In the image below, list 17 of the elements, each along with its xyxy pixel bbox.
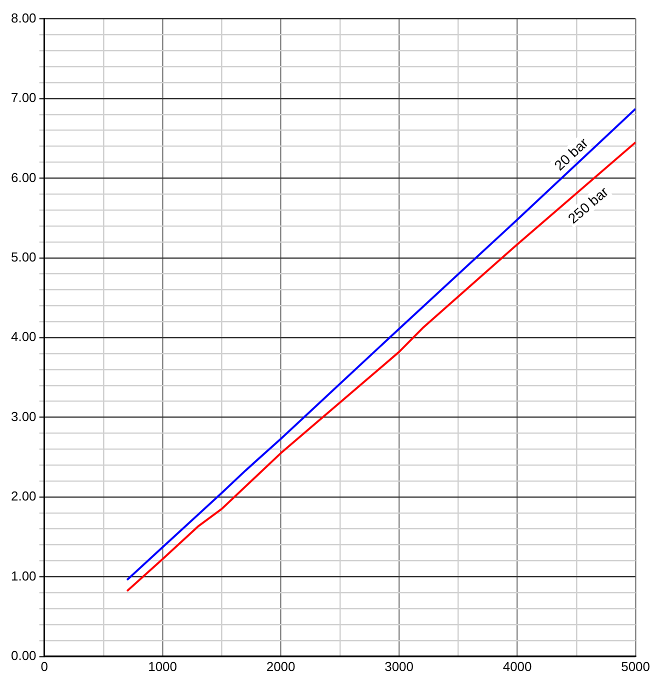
y-tick-label: 0.00 [10, 648, 36, 663]
x-tick-label: 0 [40, 658, 48, 674]
x-tick-label: 5000 [621, 658, 650, 674]
text: 20 bar [549, 133, 592, 175]
y-tick-label: 4.00 [10, 329, 36, 344]
y-tick-label: 6.00 [10, 170, 36, 185]
y-tick-label: 5.00 [10, 249, 36, 264]
x-tick-label: 1000 [148, 658, 178, 674]
y-tick-label: 8.00 [10, 10, 36, 26]
y-tick-label: 2.00 [10, 488, 36, 504]
y-tick-label: 1.00 [10, 568, 36, 584]
x-tick-label: 4000 [502, 658, 532, 674]
y-tick-label: 3.00 [10, 408, 36, 424]
y-tick-label: 7.00 [10, 90, 36, 106]
x-tick-label: 3000 [384, 658, 414, 674]
text: 250 bar [564, 182, 613, 228]
x-tick-label: 2000 [266, 658, 296, 674]
